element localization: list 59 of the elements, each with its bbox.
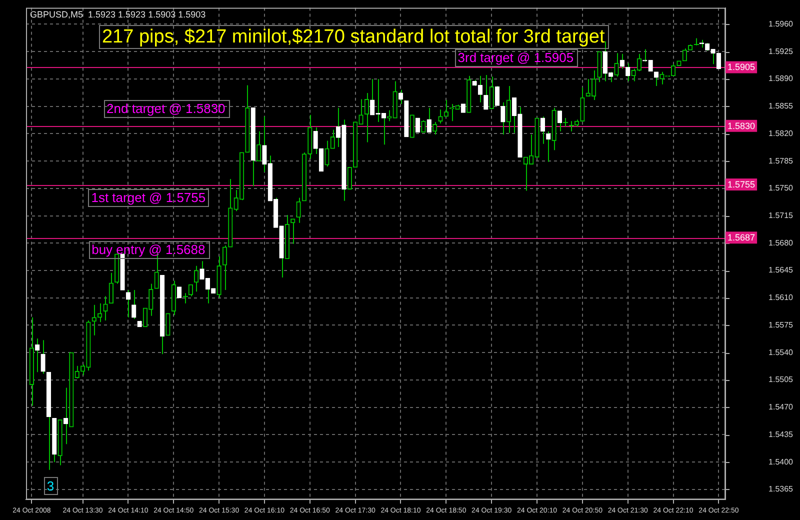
candlestick [506,85,511,134]
candlestick [188,284,193,297]
candlestick [415,118,420,132]
chart-title: GBPUSD,M5 1.5923 1.5923 1.5903 1.5903 [30,9,206,20]
candlestick [40,340,46,374]
annotation: 2nd target @ 1.5830 [106,101,226,116]
candlestick [166,313,170,336]
annotation: 3 [46,478,54,494]
ref-line-label: 1.5755 [728,179,756,190]
annotation: 217 pips, $217 minilot,$2170 standard lot total for 3rd target [102,26,606,48]
ref-line-label: 1.5687 [728,232,756,243]
y-tick-label: 1.5610 [768,293,794,302]
candlestick [364,92,370,143]
candlestick [222,244,228,291]
y-tick-label: 1.5960 [768,19,794,28]
candlestick [108,272,114,304]
candlestick [438,108,443,124]
annotation: 1st target @ 1.5755 [91,190,206,206]
candlestick [330,129,335,150]
y-tick-label: 1.5855 [768,102,794,111]
candlestick [256,130,262,162]
y-tick-label: 1.5470 [768,402,794,412]
y-tick-label: 1.5435 [768,430,794,439]
candlestick [568,120,574,132]
y-tick-label: 1.5820 [768,128,794,138]
y-tick-label: 1.5505 [768,375,794,384]
ref-line-label: 1.5830 [728,120,756,131]
candlestick [614,52,619,78]
y-tick-label: 1.5750 [768,184,794,193]
y-tick-label: 1.5645 [768,266,794,275]
y-tick-label: 1.5575 [768,320,794,330]
candlestick [194,265,199,292]
candlestick [182,292,188,304]
annotation: 3rd target @ 1.5905 [458,50,574,66]
y-tick-label: 1.5925 [768,46,794,56]
candlestick [296,197,301,224]
ref-line-label: 1.5905 [728,62,756,72]
candlestick [523,156,528,192]
candlestick [97,302,102,323]
y-tick-label: 1.5785 [768,156,794,166]
annotation: buy entry @ 1.5688 [92,242,206,257]
candlestick [432,121,438,135]
y-tick-label: 1.5890 [768,74,794,84]
candlestick [444,100,449,117]
candlestick [132,290,136,320]
candlestick [126,290,131,318]
y-tick-label: 1.5365 [768,484,794,494]
candlestick [682,48,687,62]
candlestick [324,140,330,168]
y-tick-label: 1.5540 [768,348,794,357]
candlestick [421,120,426,133]
y-tick-label: 1.5400 [768,457,794,466]
candlestick [318,148,324,172]
candlestick [489,76,494,110]
y-tick-label: 1.5680 [768,238,794,248]
candlestick [103,296,108,322]
candlestick [290,218,296,244]
candlestick [92,304,96,336]
y-tick-label: 1.5715 [768,210,794,220]
